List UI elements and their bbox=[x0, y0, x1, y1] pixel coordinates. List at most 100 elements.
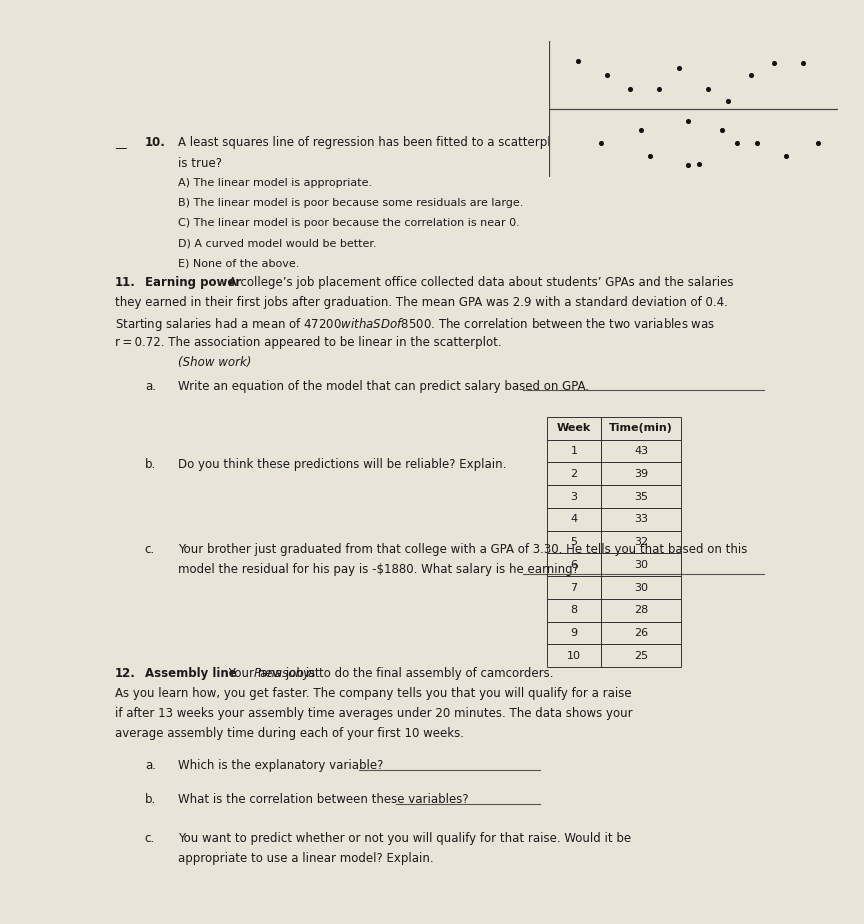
Text: A least squares line of regression has been fitted to a scatterplot; the model’s: A least squares line of regression has b… bbox=[178, 136, 823, 149]
Bar bbox=[601, 417, 681, 440]
Text: Week: Week bbox=[557, 423, 591, 433]
Bar bbox=[601, 530, 681, 553]
Bar bbox=[547, 417, 601, 440]
Bar bbox=[547, 622, 601, 645]
Text: (Show work): (Show work) bbox=[178, 356, 251, 369]
Text: 8: 8 bbox=[570, 605, 578, 615]
Point bbox=[570, 54, 584, 68]
Bar bbox=[547, 599, 601, 622]
Text: 5: 5 bbox=[570, 537, 577, 547]
Point bbox=[623, 81, 637, 96]
Point bbox=[681, 114, 695, 128]
Point bbox=[721, 93, 735, 108]
Bar bbox=[601, 599, 681, 622]
Text: if after 13 weeks your assembly time averages under 20 minutes. The data shows y: if after 13 weeks your assembly time ave… bbox=[115, 707, 632, 720]
Text: 26: 26 bbox=[634, 628, 648, 638]
Bar bbox=[547, 553, 601, 577]
Bar bbox=[601, 645, 681, 667]
Text: Time(min): Time(min) bbox=[609, 423, 673, 433]
Point bbox=[767, 55, 781, 70]
Bar bbox=[547, 645, 601, 667]
Point bbox=[594, 136, 607, 151]
Text: Do you think these predictions will be reliable? Explain.: Do you think these predictions will be r… bbox=[178, 457, 506, 471]
Text: Starting salaries had a mean of $47200 with a SD of $8500. The correlation betwe: Starting salaries had a mean of $47200 w… bbox=[115, 316, 715, 333]
Point bbox=[811, 136, 825, 151]
Text: 9: 9 bbox=[570, 628, 578, 638]
Point bbox=[643, 148, 657, 163]
Text: Write an equation of the model that can predict salary based on GPA.: Write an equation of the model that can … bbox=[178, 380, 589, 393]
Text: 35: 35 bbox=[634, 492, 648, 502]
Text: 43: 43 bbox=[634, 446, 648, 456]
Text: 28: 28 bbox=[634, 605, 648, 615]
Text: Your new job at: Your new job at bbox=[226, 667, 323, 680]
Text: A college’s job placement office collected data about students’ GPAs and the sal: A college’s job placement office collect… bbox=[226, 276, 734, 289]
Text: is to do the final assembly of camcorders.: is to do the final assembly of camcorder… bbox=[302, 667, 554, 680]
Text: C) The linear model is poor because the correlation is near 0.: C) The linear model is poor because the … bbox=[178, 218, 520, 228]
Text: 12.: 12. bbox=[115, 667, 136, 680]
Bar bbox=[601, 622, 681, 645]
Text: Your brother just graduated from that college with a GPA of 3.30. He tells you t: Your brother just graduated from that co… bbox=[178, 543, 747, 556]
Bar bbox=[547, 577, 601, 599]
Text: 7: 7 bbox=[570, 582, 578, 592]
Text: they earned in their first jobs after graduation. The mean GPA was 2.9 with a st: they earned in their first jobs after gr… bbox=[115, 296, 727, 309]
Text: Earning power: Earning power bbox=[145, 276, 241, 289]
Text: What is the correlation between these variables?: What is the correlation between these va… bbox=[178, 793, 469, 806]
Text: a.: a. bbox=[145, 759, 156, 772]
Text: 6: 6 bbox=[570, 560, 577, 570]
Bar bbox=[547, 530, 601, 553]
Text: 39: 39 bbox=[634, 468, 648, 479]
Point bbox=[730, 136, 744, 151]
Bar bbox=[601, 508, 681, 530]
Text: Assembly line: Assembly line bbox=[145, 667, 237, 680]
Text: model the residual for his pay is -$1880. What salary is he earning?: model the residual for his pay is -$1880… bbox=[178, 563, 579, 576]
Text: You want to predict whether or not you will qualify for that raise. Would it be: You want to predict whether or not you w… bbox=[178, 833, 632, 845]
Point bbox=[634, 122, 648, 137]
Bar bbox=[547, 508, 601, 530]
Point bbox=[744, 67, 758, 82]
Text: 11.: 11. bbox=[115, 276, 136, 289]
Text: 32: 32 bbox=[634, 537, 648, 547]
Text: 33: 33 bbox=[634, 515, 648, 524]
Text: is true?: is true? bbox=[178, 157, 222, 170]
Point bbox=[672, 61, 686, 76]
Text: c.: c. bbox=[145, 833, 155, 845]
Text: b.: b. bbox=[145, 457, 156, 471]
Text: 30: 30 bbox=[634, 582, 648, 592]
Bar bbox=[601, 485, 681, 508]
Text: E) None of the above.: E) None of the above. bbox=[178, 258, 300, 268]
Text: As you learn how, you get faster. The company tells you that you will qualify fo: As you learn how, you get faster. The co… bbox=[115, 687, 632, 700]
Point bbox=[750, 136, 764, 151]
Text: c.: c. bbox=[145, 543, 155, 556]
Point bbox=[651, 81, 665, 96]
Text: 10.: 10. bbox=[145, 136, 166, 149]
Text: appropriate to use a linear model? Explain.: appropriate to use a linear model? Expla… bbox=[178, 852, 434, 865]
Point bbox=[715, 122, 729, 137]
Text: b.: b. bbox=[145, 793, 156, 806]
Text: a.: a. bbox=[145, 380, 156, 393]
Point bbox=[600, 67, 613, 82]
Text: 10: 10 bbox=[567, 650, 581, 661]
Point bbox=[681, 158, 695, 173]
Text: 25: 25 bbox=[634, 650, 648, 661]
Point bbox=[701, 81, 715, 96]
Text: 3: 3 bbox=[570, 492, 577, 502]
Text: D) A curved model would be better.: D) A curved model would be better. bbox=[178, 238, 377, 249]
Text: average assembly time during each of your first 10 weeks.: average assembly time during each of you… bbox=[115, 727, 464, 740]
Point bbox=[779, 148, 793, 163]
Bar bbox=[601, 462, 681, 485]
Text: 1: 1 bbox=[570, 446, 577, 456]
Point bbox=[797, 55, 810, 70]
Bar bbox=[547, 485, 601, 508]
Bar bbox=[601, 577, 681, 599]
Bar bbox=[547, 440, 601, 462]
Text: __: __ bbox=[115, 136, 126, 149]
Bar bbox=[601, 440, 681, 462]
Text: Panasony: Panasony bbox=[254, 667, 311, 680]
Bar bbox=[547, 462, 601, 485]
Bar bbox=[601, 553, 681, 577]
Text: Which is the explanatory variable?: Which is the explanatory variable? bbox=[178, 759, 384, 772]
Text: 2: 2 bbox=[570, 468, 578, 479]
Text: 4: 4 bbox=[570, 515, 578, 524]
Text: A) The linear model is appropriate.: A) The linear model is appropriate. bbox=[178, 178, 372, 188]
Text: r = 0.72. The association appeared to be linear in the scatterplot.: r = 0.72. The association appeared to be… bbox=[115, 335, 501, 348]
